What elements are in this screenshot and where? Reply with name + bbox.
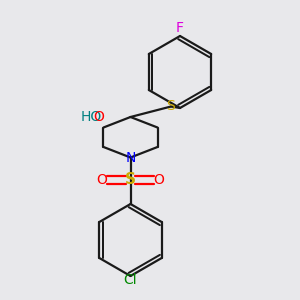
- Text: O: O: [154, 173, 164, 187]
- Text: O: O: [97, 173, 107, 187]
- Text: Cl: Cl: [124, 273, 137, 286]
- Text: HO: HO: [81, 110, 102, 124]
- Text: N: N: [125, 151, 136, 164]
- Text: S: S: [167, 100, 176, 113]
- Text: F: F: [176, 22, 184, 35]
- Text: S: S: [125, 172, 136, 188]
- Text: O: O: [94, 110, 104, 124]
